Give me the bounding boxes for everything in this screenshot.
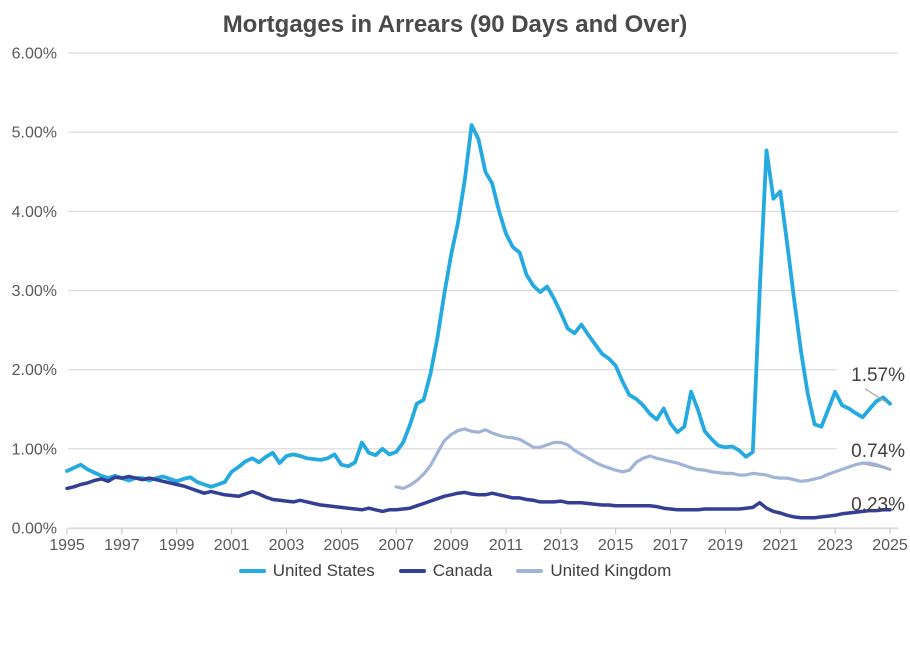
x-axis-label: 2013	[543, 537, 579, 554]
legend-item-canada: Canada	[398, 561, 493, 581]
end-label-leader	[864, 463, 888, 470]
legend-item-united-states: United States	[238, 561, 375, 581]
x-axis-label: 2025	[872, 537, 908, 554]
end-label: 0.74%	[851, 441, 905, 462]
x-axis-label: 2023	[817, 537, 853, 554]
legend-label-united-states: United States	[272, 561, 375, 580]
y-axis-label: 6.00%	[12, 46, 57, 63]
end-label-leader	[864, 388, 888, 404]
y-axis-label: 3.00%	[12, 283, 57, 300]
x-axis-label: 2001	[214, 537, 250, 554]
x-axis-label: 2021	[762, 537, 798, 554]
y-axis-label: 0.00%	[12, 521, 57, 538]
y-axis-label: 1.00%	[12, 441, 57, 458]
x-axis-label: 2005	[324, 537, 360, 554]
x-axis-label: 2007	[378, 537, 414, 554]
legend-swatch-canada-icon	[398, 569, 426, 573]
end-label-bg	[837, 363, 908, 387]
end-label: 1.57%	[851, 365, 905, 386]
series-line-united-kingdom	[394, 427, 892, 490]
y-axis-label: 2.00%	[12, 362, 57, 379]
end-label-bg	[837, 438, 908, 462]
end-label: 0.23%	[851, 494, 905, 515]
legend: United States Canada United Kingdom	[0, 561, 910, 581]
x-axis-label: 1995	[49, 537, 85, 554]
x-axis-label: 2017	[653, 537, 689, 554]
x-axis-label: 1999	[159, 537, 195, 554]
x-axis-label: 2015	[598, 537, 634, 554]
x-axis-label: 2003	[269, 537, 305, 554]
y-axis-label: 5.00%	[12, 125, 57, 142]
legend-swatch-united-states-icon	[238, 569, 266, 573]
x-axis-label: 2009	[433, 537, 469, 554]
x-axis-label: 1997	[104, 537, 140, 554]
y-axis-label: 4.00%	[12, 204, 57, 221]
legend-label-canada: Canada	[432, 561, 493, 580]
x-axis-label: 2011	[489, 537, 524, 554]
legend-label-united-kingdom: United Kingdom	[550, 561, 672, 580]
chart-title: Mortgages in Arrears (90 Days and Over)	[222, 11, 688, 38]
legend-item-united-kingdom: United Kingdom	[516, 561, 671, 581]
x-axis-label: 2019	[708, 537, 744, 554]
legend-swatch-united-kingdom-icon	[516, 569, 544, 573]
plot-area: 0.00% 1.00% 2.00% 3.00% 4.00% 5.00% 6.00% 1995 1…	[12, 46, 908, 554]
series-line-united-states	[65, 123, 892, 489]
series-line-canada	[65, 474, 892, 520]
